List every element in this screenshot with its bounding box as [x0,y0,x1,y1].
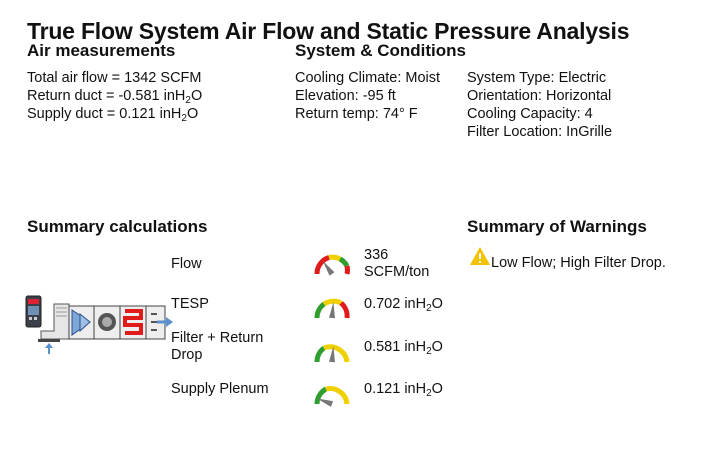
system-conditions-heading: System & Conditions [295,41,466,60]
warning-text: Low Flow; High Filter Drop. [491,255,666,271]
total-airflow-text: Total air flow = 1342 SCFM [27,70,202,86]
cooling-climate-text: Cooling Climate: Moist [295,70,441,86]
elevation-text: Elevation: -95 ft [295,88,396,104]
hvac-system-illustration-icon [25,295,173,354]
return-temp-text: Return temp: 74° F [295,106,418,122]
cooling-capacity-text: Cooling Capacity: 4 [467,106,593,122]
supply-plenum-gauge-icon [314,386,350,407]
supply-plenum-label: Supply Plenum [171,381,269,397]
system-column: System Type: Electric Orientation: Horiz… [467,69,612,141]
return-duct-text: Return duct = -0.581 inH2O [27,88,203,106]
tesp-label: TESP [171,296,209,312]
filter-return-drop-label: Filter + Return Drop [171,330,264,363]
orientation-text: Orientation: Horizontal [467,88,612,104]
summary-warnings-heading: Summary of Warnings [467,217,647,236]
page-title: True Flow System Air Flow and Static Pre… [27,18,630,44]
flow-gauge-icon [314,254,350,276]
system-type-text: System Type: Electric [467,70,607,86]
warning-triangle-icon [470,247,490,265]
filter-location-text: Filter Location: InGrille [467,124,613,140]
flow-value: 336 SCFM/ton [364,247,430,280]
conditions-column: Cooling Climate: Moist Elevation: -95 ft… [295,69,440,123]
air-measurements-section: Total air flow = 1342 SCFM Return duct =… [27,69,203,124]
filter-return-gauge-icon [314,344,350,363]
filter-return-drop-value: 0.581 inH2O [364,339,443,357]
supply-plenum-value: 0.121 inH2O [364,381,443,399]
air-measurements-heading: Air measurements [27,41,176,60]
flow-label: Flow [171,256,202,272]
summary-calculations-heading: Summary calculations [27,217,208,236]
supply-duct-text: Supply duct = 0.121 inH2O [27,106,199,124]
tesp-value: 0.702 inH2O [364,296,443,314]
tesp-gauge-icon [314,298,350,319]
